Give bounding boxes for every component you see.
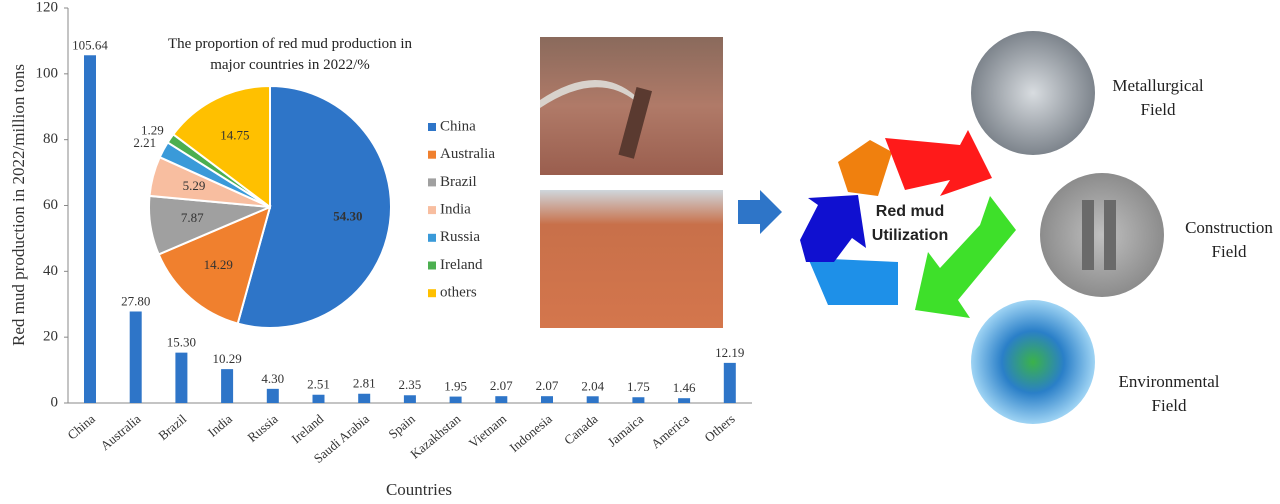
data-label: 2.04 — [581, 378, 604, 393]
x-tick-label: Ireland — [289, 411, 327, 446]
legend-swatch — [428, 206, 436, 215]
pie-slice — [157, 205, 272, 325]
bar — [586, 396, 599, 403]
data-label: 14.29 — [204, 257, 233, 272]
data-label: 7.87 — [181, 210, 204, 225]
legend-label: India — [440, 202, 471, 218]
data-label: 1.29 — [141, 122, 164, 137]
recycle-arrow — [808, 258, 898, 305]
x-tick-label: Vietnam — [466, 411, 509, 451]
photo-detail — [618, 87, 653, 159]
metallurgy-image — [971, 31, 1095, 155]
x-tick-label: Others — [701, 411, 737, 445]
recycle-arrow — [885, 130, 992, 196]
bar — [221, 369, 234, 403]
bar — [495, 396, 508, 403]
x-tick-label: China — [64, 411, 98, 443]
data-label: 1.46 — [673, 380, 696, 395]
x-tick-label: Kazakhstan — [407, 411, 463, 462]
recycle-arrow — [915, 196, 1016, 318]
bar — [84, 55, 96, 403]
data-label: 14.75 — [220, 128, 249, 143]
x-tick-label: Spain — [385, 411, 418, 442]
pie-title: The proportion of red mud production in … — [167, 36, 413, 73]
y-tick-label: 20 — [43, 329, 58, 345]
data-label: 2.07 — [536, 378, 559, 393]
data-label: 10.29 — [212, 351, 241, 366]
legend-label: Brazil — [440, 174, 477, 190]
recycle-arrow — [800, 195, 866, 262]
legend-swatch — [428, 289, 436, 298]
arrow — [738, 190, 782, 234]
bar — [723, 362, 736, 403]
data-label: 27.80 — [121, 293, 150, 308]
recycle-arrow — [838, 140, 892, 196]
x-tick-label: Australia — [97, 411, 143, 453]
y-tick-label: 120 — [36, 0, 59, 15]
legend-label: others — [440, 285, 477, 301]
x-tick-label: Jamaica — [605, 411, 647, 450]
data-label: 4.30 — [261, 371, 284, 386]
x-tick-label: Indonesia — [506, 411, 555, 455]
data-label: 54.30 — [333, 209, 362, 224]
diagram-center: Red mud Utilization — [871, 203, 949, 244]
y-tick-label: 60 — [43, 197, 58, 213]
pie-slice — [236, 84, 392, 329]
y-tick-label: 100 — [36, 65, 59, 81]
bar — [312, 394, 325, 403]
construction-detail — [1104, 200, 1116, 270]
y-tick-label: 40 — [43, 263, 58, 279]
field-label: Construction Field — [1185, 218, 1273, 261]
legend-label: China — [440, 118, 476, 134]
legend-label: Australia — [440, 146, 495, 162]
pie-slice — [171, 84, 271, 210]
data-label: 2.51 — [307, 377, 330, 392]
construction-image — [1040, 173, 1164, 297]
data-label: 2.81 — [353, 376, 376, 391]
bar — [449, 396, 462, 403]
data-label: 105.64 — [72, 37, 108, 52]
legend-swatch — [428, 150, 436, 159]
bar — [175, 352, 188, 403]
data-label: 2.07 — [490, 378, 513, 393]
data-label: 12.19 — [715, 345, 744, 360]
legend-swatch — [428, 233, 436, 242]
x-tick-label: Russia — [244, 411, 280, 445]
data-label: 15.30 — [167, 335, 196, 350]
legend-swatch — [428, 261, 436, 270]
bar — [266, 388, 279, 403]
photo-field — [540, 190, 723, 328]
x-tick-label: America — [648, 411, 692, 451]
x-tick-label: Canada — [561, 411, 601, 448]
legend-swatch — [428, 178, 436, 187]
legend-label: Russia — [440, 229, 480, 245]
data-label: 2.35 — [399, 377, 422, 392]
y-tick-label: 0 — [51, 394, 59, 410]
x-tick-label: Brazil — [155, 411, 189, 443]
y-axis-label: Red mud production in 2022/million tons — [9, 64, 28, 346]
environment-image — [971, 300, 1095, 424]
data-label: 1.75 — [627, 379, 650, 394]
bar — [403, 395, 416, 403]
x-axis-label: Countries — [386, 480, 452, 499]
data-label: 2.21 — [133, 135, 156, 150]
legend-label: Ireland — [440, 257, 483, 273]
legend-swatch — [428, 123, 436, 131]
bar — [129, 311, 142, 403]
bar — [541, 396, 553, 403]
data-label: 1.95 — [444, 379, 467, 394]
data-label: 5.29 — [183, 178, 206, 193]
y-tick-label: 80 — [43, 131, 58, 147]
bar — [358, 393, 371, 403]
x-tick-label: India — [205, 411, 235, 440]
bar — [632, 397, 645, 403]
field-label: Environmental Field — [1118, 372, 1220, 415]
construction-detail — [1082, 200, 1094, 270]
photo-detail — [540, 80, 640, 108]
field-label: Metallurgical Field — [1112, 76, 1204, 119]
bar — [678, 398, 691, 403]
